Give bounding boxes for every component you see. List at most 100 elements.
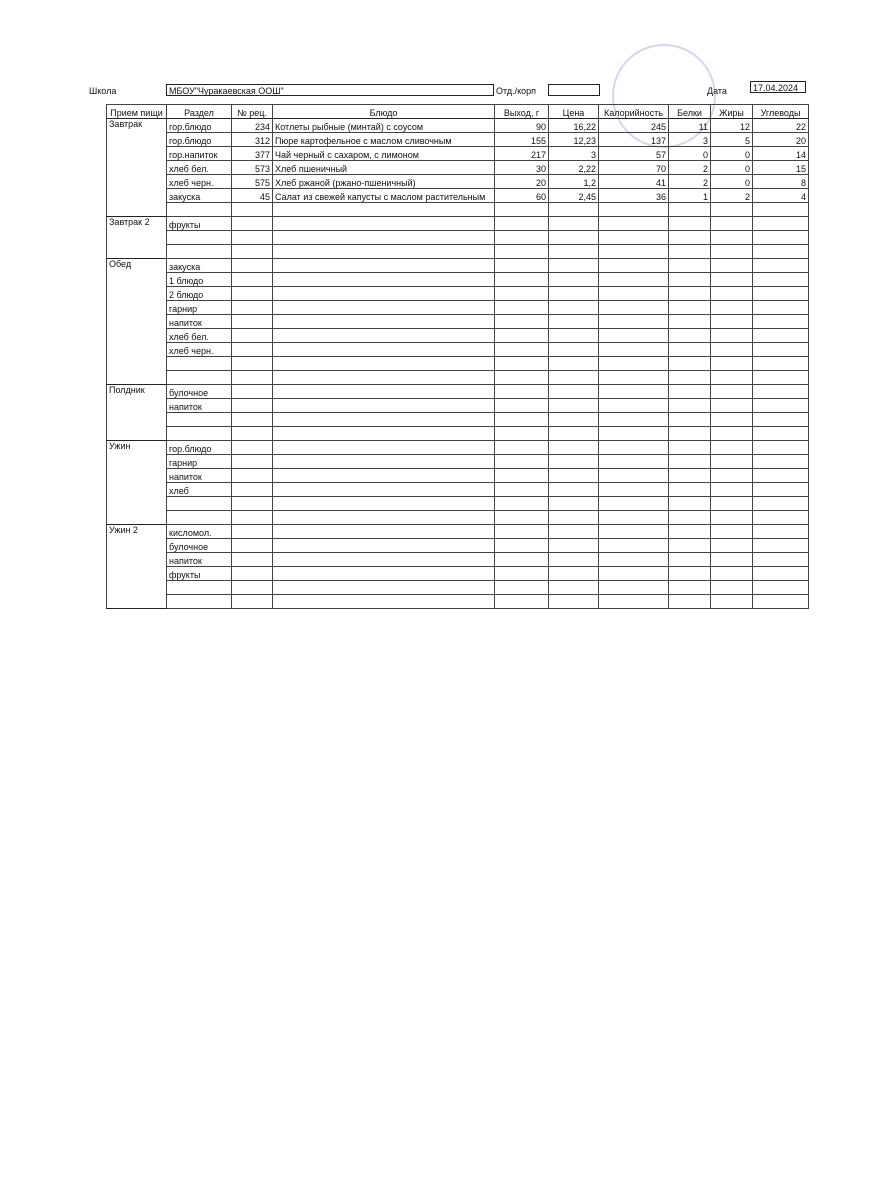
empty-cell: [231, 328, 273, 343]
cell: Салат из свежей капусты с маслом растите…: [272, 188, 495, 203]
empty-cell: [668, 272, 711, 287]
empty-cell: [272, 496, 495, 511]
cell: напиток: [166, 468, 232, 483]
empty-cell: [710, 426, 753, 441]
cell: 1 блюдо: [166, 272, 232, 287]
empty-cell: [752, 216, 809, 231]
menu-row: закуска 45 Салат из свежей капусты с масло…: [107, 188, 809, 203]
empty-cell: [710, 552, 753, 567]
empty-cell: [668, 244, 711, 259]
cell: напиток: [166, 314, 232, 329]
menu-row: хлеб бел. 573 Хлеб пшеничный 30 2,22 70 2 0 15: [107, 160, 809, 175]
empty-cell: [710, 594, 753, 609]
menu-row: [107, 594, 809, 609]
empty-cell: [272, 370, 495, 385]
menu-row: Ужин 2 кисломол.: [106, 524, 809, 609]
empty-cell: [668, 454, 711, 469]
cell: 2,22: [548, 160, 599, 175]
empty-cell: [598, 468, 669, 483]
empty-cell: [494, 398, 549, 413]
empty-cell: [752, 580, 809, 595]
empty-cell: [710, 230, 753, 245]
menu-row: [107, 356, 809, 371]
empty-cell: [494, 244, 549, 259]
empty-cell: [548, 566, 599, 581]
menu-table: Прием пищи Раздел № рец. Блюдо Выход, г Цена К…: [106, 104, 809, 609]
empty-cell: [668, 580, 711, 595]
cell: 70: [598, 160, 669, 175]
menu-row: напиток: [107, 398, 809, 413]
empty-cell: [752, 356, 809, 371]
cell: 16,22: [548, 118, 599, 133]
empty-cell: [272, 440, 495, 455]
empty-cell: [548, 524, 599, 539]
empty-cell: [752, 524, 809, 539]
menu-row: напиток: [107, 552, 809, 567]
empty-cell: [231, 216, 273, 231]
empty-cell: [752, 230, 809, 245]
empty-cell: [598, 370, 669, 385]
empty-cell: [710, 286, 753, 301]
empty-cell: [231, 300, 273, 315]
empty-cell: [752, 426, 809, 441]
empty-cell: [752, 384, 809, 399]
empty-cell: [494, 202, 549, 217]
empty-cell: [272, 412, 495, 427]
empty-cell: [548, 482, 599, 497]
cell: 217: [494, 146, 549, 161]
empty-cell: [598, 510, 669, 525]
empty-cell: [166, 412, 232, 427]
cell: 0: [710, 160, 753, 175]
cell: 15: [752, 160, 809, 175]
empty-cell: [598, 384, 669, 399]
menu-row: Завтрак гор.блюдо 234 Котлеты рыбные (минта…: [106, 118, 809, 217]
empty-cell: [752, 314, 809, 329]
empty-cell: [166, 510, 232, 525]
empty-cell: [710, 342, 753, 357]
empty-cell: [752, 440, 809, 455]
empty-cell: [668, 258, 711, 273]
empty-cell: [272, 286, 495, 301]
empty-cell: [668, 202, 711, 217]
column-header: Белки: [668, 104, 711, 119]
empty-cell: [272, 356, 495, 371]
date-label: Дата: [707, 86, 727, 96]
empty-cell: [752, 482, 809, 497]
empty-cell: [710, 566, 753, 581]
cell: 60: [494, 188, 549, 203]
empty-cell: [272, 398, 495, 413]
empty-cell: [710, 258, 753, 273]
empty-cell: [752, 258, 809, 273]
cell: булочное: [166, 538, 232, 553]
empty-cell: [272, 244, 495, 259]
empty-cell: [548, 202, 599, 217]
empty-cell: [272, 538, 495, 553]
empty-cell: [548, 440, 599, 455]
column-header: Блюдо: [272, 104, 495, 119]
empty-cell: [710, 314, 753, 329]
empty-cell: [752, 342, 809, 357]
menu-row: напиток: [107, 314, 809, 329]
empty-cell: [494, 286, 549, 301]
empty-cell: [752, 468, 809, 483]
empty-cell: [272, 314, 495, 329]
column-header: Жиры: [710, 104, 753, 119]
empty-cell: [231, 468, 273, 483]
empty-cell: [494, 272, 549, 287]
empty-cell: [752, 328, 809, 343]
empty-cell: [548, 510, 599, 525]
empty-cell: [494, 468, 549, 483]
cell: 1: [668, 188, 711, 203]
empty-cell: [710, 272, 753, 287]
empty-cell: [710, 524, 753, 539]
cell: 0: [710, 146, 753, 161]
empty-cell: [710, 538, 753, 553]
empty-cell: [548, 426, 599, 441]
meal-name: Полдник: [106, 384, 167, 441]
cell: булочное: [166, 384, 232, 399]
empty-cell: [494, 230, 549, 245]
empty-cell: [231, 412, 273, 427]
menu-row: [107, 426, 809, 441]
menu-row: булочное: [107, 538, 809, 553]
cell: хлеб черн.: [166, 342, 232, 357]
